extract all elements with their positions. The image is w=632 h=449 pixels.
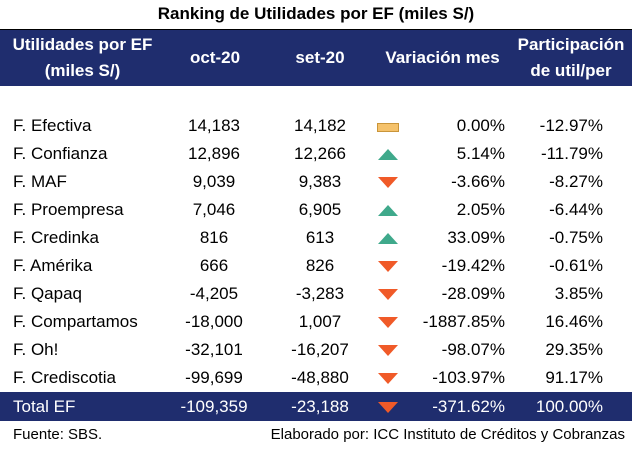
set-value: -3,283 [295,284,345,303]
table-row: F. Efectiva 14,183 14,182 0.00% -12.97% [0,112,632,140]
table-row: F. Crediscotia -99,699 -48,880 -103.97% … [0,364,632,392]
set-value: 12,266 [294,144,346,163]
entity-name: F. Crediscotia [13,368,116,387]
oct-value: 9,039 [192,172,236,191]
entity-name: F. Oh! [13,340,59,359]
variation-value: 5.14% [456,144,505,163]
total-set-value: -23,188 [291,397,349,416]
variation-value: -19.42% [441,256,505,275]
participation-value: 29.35% [545,340,603,359]
entity-name: F. Proempresa [13,200,124,219]
participation-value: -12.97% [539,116,603,135]
table-header: Utilidades por EF (miles S/) oct-20 set-2… [0,29,632,86]
set-value: -48,880 [291,368,349,387]
participation-value: -8.27% [549,172,603,191]
table-row: F. Amérika 666 826 -19.42% -0.61% [0,252,632,280]
header-set: set-20 [295,48,345,67]
entity-name: F. Compartamos [13,312,138,331]
oct-value: 816 [199,228,229,247]
header-entity: Utilidades por EF (miles S/) [0,30,165,86]
total-participation-value: 100.00% [535,397,603,416]
oct-value: 12,896 [188,144,240,163]
header-participation: Participación de util/per [510,30,632,86]
oct-value: 14,183 [188,116,240,135]
trend-flat-icon [376,112,402,140]
variation-value: -98.07% [441,340,505,359]
header-oct: oct-20 [189,48,241,67]
trend-down-icon [376,252,402,280]
variation-value: -3.66% [451,172,505,191]
set-value: 1,007 [298,312,342,331]
participation-value: 91.17% [545,368,603,387]
trend-down-icon [376,392,402,421]
oct-value: -99,699 [185,368,243,387]
set-value: 14,182 [294,116,346,135]
oct-value: -18,000 [185,312,243,331]
entity-name: F. Efectiva [13,116,92,135]
trend-down-icon [376,168,402,196]
set-value: 9,383 [298,172,342,191]
trend-down-icon [376,308,402,336]
total-row: Total EF -109,359 -23,188 -371.62% 100.0… [0,392,632,421]
table-row: F. Credinka 816 613 33.09% -0.75% [0,224,632,252]
header-participation-line1: Participación [517,35,625,54]
variation-value: -1887.85% [422,312,505,331]
trend-up-icon [376,140,402,168]
entity-name: F. Amérika [13,256,93,275]
entity-name: F. Credinka [13,228,99,247]
oct-value: 666 [199,256,229,275]
variation-value: 33.09% [447,228,505,247]
table-title: Ranking de Utilidades por EF (miles S/) [157,4,475,23]
header-entity-line2: (miles S/) [44,61,121,80]
set-value: -16,207 [291,340,349,359]
variation-value: -103.97% [432,368,505,387]
participation-value: -0.75% [549,228,603,247]
entity-name: F. Qapaq [13,284,82,303]
participation-value: 16.46% [545,312,603,331]
entity-name: F. Confianza [13,144,108,163]
set-value: 613 [305,228,335,247]
participation-value: -0.61% [549,256,603,275]
oct-value: -32,101 [185,340,243,359]
table-row: F. Compartamos -18,000 1,007 -1887.85% 1… [0,308,632,336]
total-variation-value: -371.62% [432,397,505,416]
trend-up-icon [376,224,402,252]
table-row: F. Oh! -32,101 -16,207 -98.07% 29.35% [0,336,632,364]
total-label: Total EF [13,397,76,416]
header-participation-line2: de util/per [530,61,612,80]
entity-name: F. MAF [13,172,67,191]
set-value: 826 [305,256,335,275]
trend-down-icon [376,336,402,364]
variation-value: 0.00% [456,116,505,135]
variation-value: -28.09% [441,284,505,303]
header-entity-line1: Utilidades por EF [12,35,153,54]
source-note: Fuente: SBS. [13,426,103,443]
participation-value: -11.79% [540,144,603,163]
trend-down-icon [376,364,402,392]
header-variation: Variación mes [385,48,500,67]
table-body: F. Efectiva 14,183 14,182 0.00% -12.97% … [0,112,632,392]
table-row: F. MAF 9,039 9,383 -3.66% -8.27% [0,168,632,196]
total-oct-value: -109,359 [180,397,248,416]
participation-value: -6.44% [549,200,603,219]
oct-value: 7,046 [192,200,236,219]
oct-value: -4,205 [189,284,239,303]
elaborated-note: Elaborado por: ICC Instituto de Créditos… [270,426,625,443]
table-row: F. Proempresa 7,046 6,905 2.05% -6.44% [0,196,632,224]
table-row: F. Confianza 12,896 12,266 5.14% -11.79% [0,140,632,168]
variation-value: 2.05% [456,200,505,219]
trend-up-icon [376,196,402,224]
set-value: 6,905 [298,200,342,219]
trend-down-icon [376,280,402,308]
participation-value: 3.85% [554,284,603,303]
table-row: F. Qapaq -4,205 -3,283 -28.09% 3.85% [0,280,632,308]
